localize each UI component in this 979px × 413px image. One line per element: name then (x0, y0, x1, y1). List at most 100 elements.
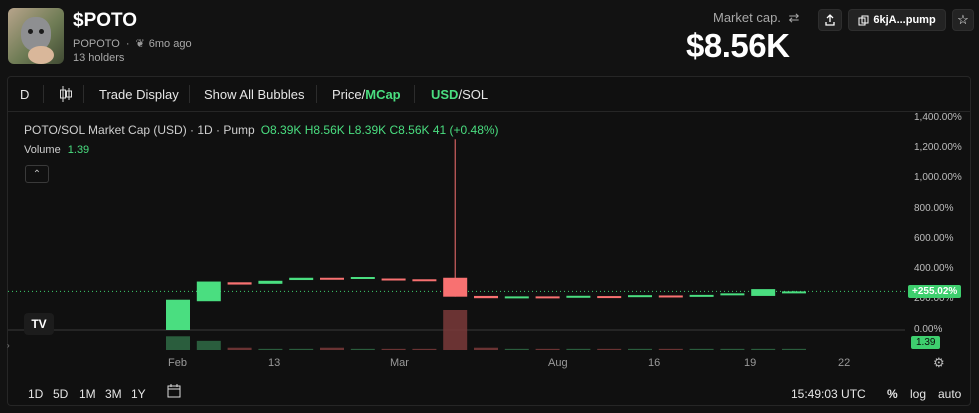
candle-body (320, 277, 344, 280)
swap-icon: ⇄ (788, 10, 800, 25)
show-all-bubbles-button[interactable]: Show All Bubbles (204, 87, 305, 102)
volume-bar (289, 348, 314, 350)
token-symbol: $POTO (73, 10, 138, 31)
chevron-right-icon[interactable]: › (7, 341, 10, 350)
y-tick-label: 0.00% (914, 324, 943, 335)
y-tick-label: 1,400.00% (914, 112, 962, 123)
market-cap-value: $8.56K (686, 27, 790, 64)
y-tick-label: 400.00% (914, 263, 954, 274)
candle-body (782, 291, 806, 294)
volume-bar (535, 348, 560, 350)
percent-toggle[interactable]: % (887, 387, 898, 401)
settings-icon[interactable]: ⚙ (933, 355, 945, 370)
candle-body (381, 278, 406, 281)
share-button[interactable] (818, 9, 842, 31)
y-tick-label: 1,200.00% (914, 142, 962, 153)
y-tick-label: 200.00% (914, 293, 954, 304)
date-range-button[interactable] (166, 383, 182, 402)
candle-body (628, 295, 652, 298)
volume-bar (196, 340, 221, 350)
volume-bar (504, 348, 529, 350)
toolbar-divider (43, 85, 44, 103)
candle-body (474, 295, 498, 299)
toolbar-divider (83, 85, 84, 103)
price-option: Price/ (332, 87, 366, 102)
volume-bar (258, 348, 283, 350)
candle-body (689, 294, 714, 297)
sol-option: /SOL (458, 87, 489, 102)
y-tick-label: 600.00% (914, 233, 954, 244)
toolbar-divider (316, 85, 317, 103)
volume-bar (628, 348, 652, 350)
volume-label: Volume (24, 144, 61, 156)
ohlc-values: O8.39K H8.56K L8.39K C8.56K 41 (+0.48%) (260, 123, 499, 137)
currency-toggle[interactable]: USD/SOL (431, 87, 488, 102)
x-tick-label: 19 (744, 357, 757, 369)
candle-body (751, 289, 776, 296)
chart-panel (7, 76, 971, 406)
volume-bar (474, 347, 498, 350)
favorite-button[interactable]: ☆ (952, 9, 974, 31)
volume-bar (689, 348, 714, 350)
market-cap-label: Market cap. (713, 10, 781, 25)
range-button-1m[interactable]: 1M (79, 387, 96, 401)
auto-toggle[interactable]: auto (938, 387, 962, 401)
market-cap-toggle[interactable]: Market cap. ⇄ (713, 10, 799, 26)
candle-body (720, 293, 745, 296)
volume-bar (597, 348, 622, 350)
trade-display-button[interactable]: Trade Display (99, 87, 179, 102)
token-subline: POPOTO · ❦ 6mo ago (73, 37, 192, 50)
candle-body (443, 277, 468, 297)
star-icon: ☆ (957, 12, 969, 27)
candle-body (597, 296, 622, 299)
toolbar-divider (189, 85, 190, 103)
y-tick-label: 1,000.00% (914, 172, 962, 183)
volume-bar (166, 336, 190, 350)
y-tick-label: 800.00% (914, 203, 954, 214)
copy-address-button[interactable]: 6kjA...pump (848, 9, 946, 31)
candle-type-button[interactable] (59, 85, 73, 106)
price-mcap-toggle[interactable]: Price/MCap (332, 87, 401, 102)
last-value-badge: +255.02% (908, 285, 962, 298)
x-tick-label: 13 (268, 357, 281, 369)
copy-icon (858, 15, 869, 25)
toolbar-divider (414, 85, 415, 103)
tradingview-logo[interactable]: TV (24, 313, 54, 335)
candle-body (535, 296, 560, 299)
volume-legend: Volume 1.39 (24, 144, 89, 156)
candle-body (227, 282, 252, 285)
token-header: $POTO POPOTO · ❦ 6mo ago 13 holders Market … (0, 0, 979, 70)
volume-bar (227, 347, 252, 350)
range-button-5d[interactable]: 5D (53, 387, 69, 401)
volume-bar (412, 348, 437, 350)
volume-bar (782, 348, 806, 350)
utc-clock[interactable]: 15:49:03 UTC (791, 387, 866, 401)
chart-toolbar: D Trade Display Show All Bubbles Price/M… (7, 77, 971, 112)
volume-bar (720, 348, 745, 350)
holders-count: 13 holders (73, 52, 125, 64)
candle-body (196, 281, 221, 302)
volume-bar (658, 348, 683, 350)
volume-bar (751, 348, 776, 350)
volume-bar (381, 348, 406, 350)
token-avatar (8, 8, 64, 64)
range-button-3m[interactable]: 3M (105, 387, 122, 401)
chevron-up-icon: ⌃ (32, 168, 42, 180)
candlestick-icon (60, 86, 72, 102)
volume-value: 1.39 (67, 144, 90, 156)
candle-body (412, 279, 437, 282)
volume-bar (320, 347, 344, 350)
volume-bar (350, 348, 375, 350)
collapse-legend-button[interactable]: ⌃ (25, 165, 49, 183)
range-button-1y[interactable]: 1Y (131, 387, 146, 401)
range-button-1d[interactable]: 1D (28, 387, 44, 401)
sprout-icon: ❦ (135, 38, 145, 50)
share-icon (825, 14, 835, 26)
pair-title: POTO/SOL Market Cap (USD) · 1D · Pump (24, 123, 255, 137)
candle-body (350, 277, 375, 279)
interval-selector[interactable]: D (20, 87, 30, 102)
log-toggle[interactable]: log (910, 387, 927, 401)
usd-option: USD (431, 87, 459, 102)
x-tick-label: 16 (648, 357, 661, 369)
